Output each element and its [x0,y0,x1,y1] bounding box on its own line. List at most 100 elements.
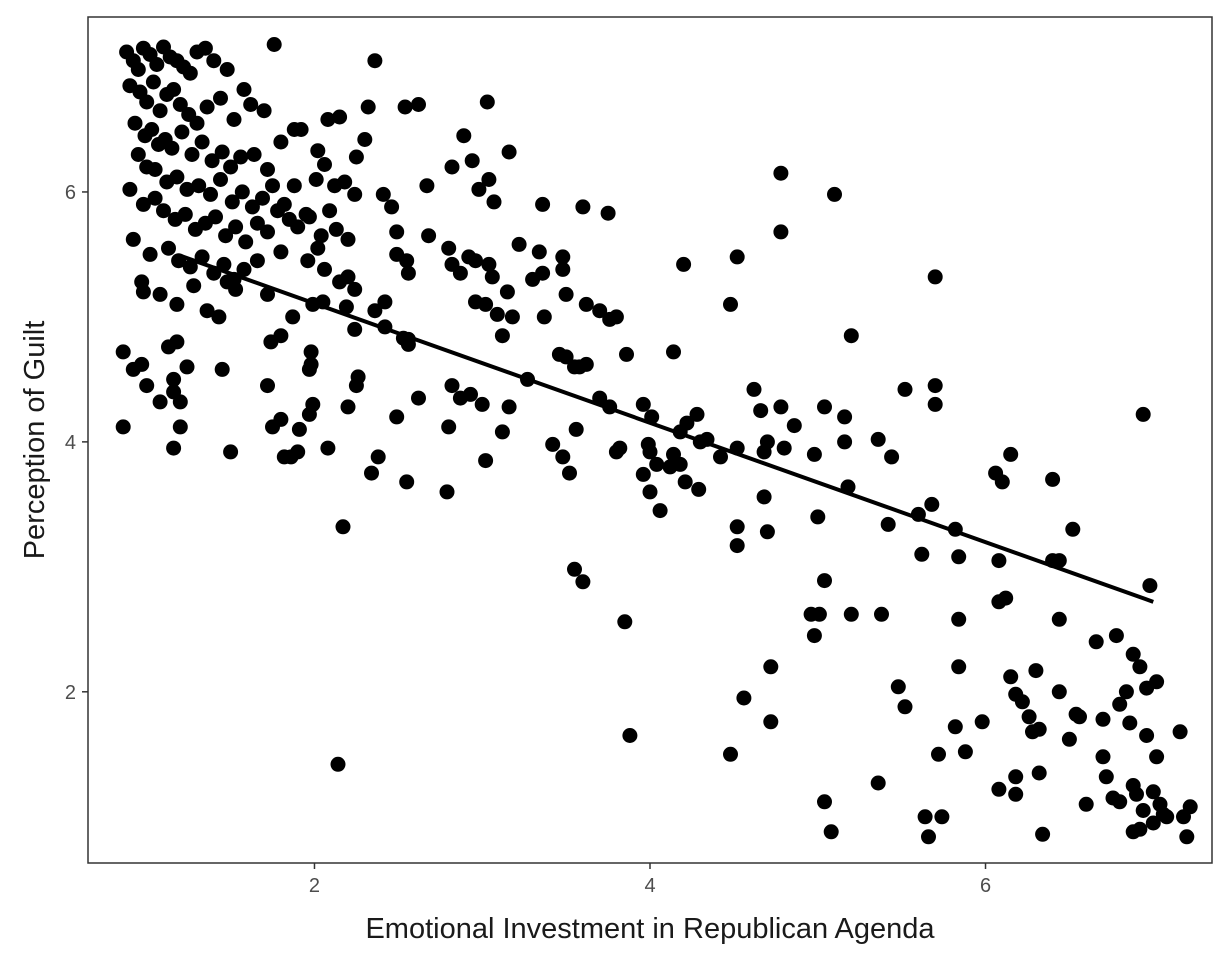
data-point [947,719,963,735]
data-point [328,221,344,237]
data-point [1149,674,1165,690]
y-axis-title: Perception of Guilt [19,321,51,560]
data-point [347,321,363,337]
data-point [223,159,239,175]
data-point [142,246,158,262]
data-point [186,278,202,294]
data-point [1065,521,1081,537]
data-point [320,440,336,456]
data-point [360,99,376,115]
data-point [756,444,772,460]
data-point [444,159,460,175]
data-point [489,306,505,322]
data-point [998,590,1014,606]
data-point [122,181,138,197]
data-point [592,303,608,319]
x-tick-label: 6 [980,875,991,897]
data-point [347,186,363,202]
data-point [951,549,967,565]
data-point [1088,634,1104,650]
data-point [817,794,832,810]
data-point [562,465,577,481]
data-point [332,109,348,125]
data-point [348,149,364,165]
data-point [622,728,638,743]
data-point [1132,659,1148,675]
data-point [501,144,517,160]
data-point [649,456,665,472]
data-point [305,396,321,412]
data-point [1145,784,1161,800]
data-point [1095,749,1111,765]
data-point [300,253,316,269]
data-point [206,53,222,69]
data-point [931,746,946,762]
data-point [1095,711,1111,727]
data-point [135,284,151,300]
data-point [927,269,943,285]
data-point [927,378,943,394]
data-point [149,57,165,72]
data-point [249,253,265,269]
data-point [273,411,289,427]
data-point [147,190,163,206]
data-point [810,509,826,525]
data-point [164,140,180,156]
data-point [211,309,227,325]
data-point [897,381,913,397]
data-point [575,199,591,215]
data-point [419,178,435,194]
data-point [290,444,306,460]
data-point [1112,696,1128,712]
data-point [1051,611,1067,627]
data-point [1108,628,1124,644]
data-point [689,406,705,422]
data-point [917,809,933,825]
data-point [1182,799,1198,815]
data-point [400,265,416,281]
data-point [169,334,185,350]
x-tick-label: 4 [644,875,655,897]
data-point [166,440,182,456]
data-point [927,396,943,412]
data-point [256,103,272,119]
data-point [1145,815,1161,831]
data-point [568,421,584,437]
data-point [837,434,853,450]
data-point [214,144,230,160]
data-point [897,699,913,715]
data-point [1098,769,1114,785]
data-point [479,94,495,110]
data-point [759,524,775,540]
data-point [357,132,373,147]
data-point [558,286,574,302]
data-point [135,196,151,212]
data-point [951,659,967,675]
data-point [441,240,457,256]
data-points [115,37,1198,845]
data-point [890,679,906,695]
data-point [1135,406,1151,422]
data-point [273,134,289,150]
data-point [1125,646,1141,662]
data-point [244,199,260,215]
data-point [464,153,480,169]
data-point [291,421,307,437]
data-point [161,240,176,256]
data-point [837,409,853,425]
data-point [763,659,779,675]
data-point [511,236,527,252]
data-point [635,466,651,482]
data-point [870,775,886,791]
data-point [746,381,762,397]
data-point [236,261,252,277]
data-point [1003,446,1019,462]
data-point [536,309,552,325]
data-point [545,436,561,452]
data-point [811,606,827,622]
data-point [411,97,426,112]
data-point [494,328,510,344]
data-point [213,90,228,106]
data-point [364,465,379,481]
